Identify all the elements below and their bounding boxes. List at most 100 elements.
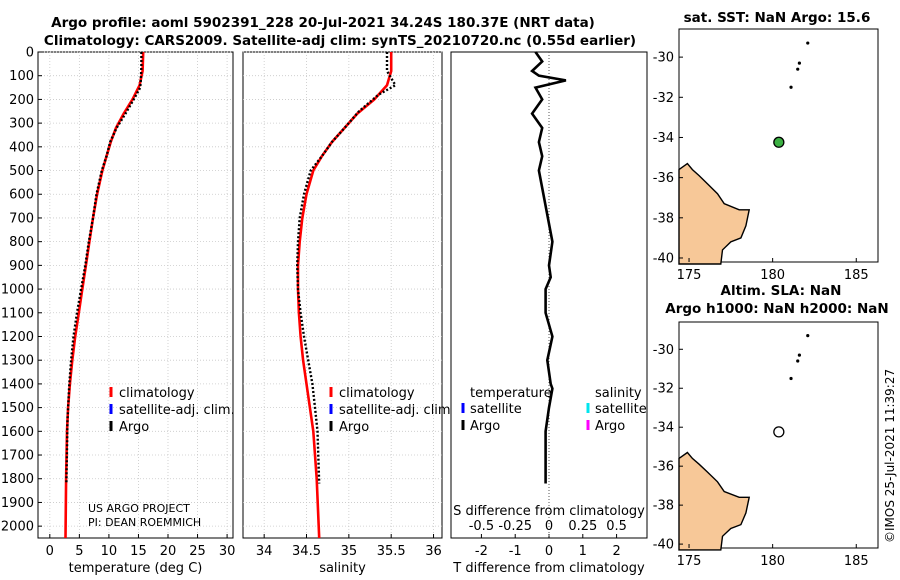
y-tick-label: 1200 — [1, 330, 34, 345]
s-axis-label: S difference from climatology — [453, 504, 645, 519]
land-mass — [678, 451, 751, 551]
x-tick-label: -1 — [509, 544, 522, 559]
title-line-2: Climatology: CARS2009. Satellite-adj cli… — [44, 33, 636, 49]
t-diff-line — [530, 51, 567, 484]
sla-map-title-1: Altim. SLA: NaN — [721, 283, 842, 299]
x-tick-label: 1 — [579, 544, 587, 559]
legend-label: Argo — [595, 419, 625, 434]
land-mass — [678, 162, 751, 265]
y-tick-label: 1000 — [1, 283, 34, 298]
x-tick-label: 2 — [612, 544, 620, 559]
y-tick-label: 500 — [9, 164, 34, 179]
legend-label: Argo — [470, 419, 500, 434]
legend-header-salinity: salinity — [595, 386, 642, 401]
x-tick-label: 34 — [256, 544, 273, 559]
s-tick-label: 0 — [545, 519, 553, 534]
y-tick-label: 900 — [9, 259, 34, 274]
y-tick-label: -30 — [653, 343, 674, 358]
island-marker — [796, 67, 800, 71]
imos-stamp: ©IMOS 25-Jul-2021 11:39:27 — [883, 369, 897, 543]
legend-label: satellite — [595, 402, 647, 417]
legend-label: climatology — [339, 386, 415, 401]
x-axis-label: T difference from climatology — [452, 561, 645, 576]
legend-label: satellite-adj. clim. — [339, 403, 455, 418]
y-tick-label: -34 — [653, 421, 674, 436]
y-tick-label: 1400 — [1, 377, 34, 392]
x-tick-label: 180 — [760, 554, 785, 569]
legend-label: satellite-adj. clim. — [119, 403, 235, 418]
y-tick-label: -40 — [653, 538, 674, 553]
x-tick-label: 20 — [160, 544, 177, 559]
difference-panel: -2 -1 0 1 2 -0.5 -0.25 0 0.25 0.5S difference fro… — [450, 51, 648, 576]
legend-label: satellite — [470, 402, 522, 417]
x-tick-label: 25 — [189, 544, 206, 559]
y-tick-label: -36 — [653, 460, 674, 475]
island-marker — [806, 41, 810, 45]
x-tick-label: 185 — [844, 268, 869, 283]
island-marker — [797, 61, 802, 65]
y-tick-label: 400 — [9, 140, 34, 155]
y-tick-label: 1700 — [1, 449, 34, 464]
y-tick-label: -40 — [653, 251, 674, 266]
y-tick-label: 800 — [9, 235, 34, 250]
island-marker — [789, 85, 793, 89]
sst-map-title: sat. SST: NaN Argo: 15.6 — [684, 10, 871, 26]
x-tick-label: -2 — [475, 544, 488, 559]
temperature-panel: 0100200300400500600700800900100011001200… — [1, 46, 235, 577]
y-tick-label: 0 — [26, 46, 34, 61]
x-tick-label: 35.5 — [377, 544, 406, 559]
x-tick-label: 15 — [130, 544, 147, 559]
y-tick-label: -34 — [653, 131, 674, 146]
x-axis-label: temperature (deg C) — [69, 561, 203, 576]
island-marker — [797, 353, 802, 357]
argo-line — [65, 52, 143, 484]
y-tick-label: 1800 — [1, 472, 34, 487]
y-tick-label: -36 — [653, 171, 674, 186]
y-tick-label: 1600 — [1, 425, 34, 440]
profile-location-marker — [773, 136, 785, 148]
y-tick-label: 200 — [9, 93, 34, 108]
y-tick-label: -38 — [653, 211, 674, 226]
y-tick-label: 1900 — [1, 496, 34, 511]
pi-label: PI: DEAN ROEMMICH — [88, 516, 201, 529]
x-tick-label: 34.5 — [292, 544, 321, 559]
y-tick-label: -32 — [653, 382, 674, 397]
plot-area — [37, 51, 234, 539]
y-tick-label: 300 — [9, 117, 34, 132]
x-tick-label: 0 — [545, 544, 553, 559]
x-tick-label: 175 — [677, 268, 702, 283]
x-axis-label: salinity — [319, 561, 366, 576]
x-tick-label: 180 — [760, 268, 785, 283]
x-tick-label: 0 — [46, 544, 54, 559]
climatology-line — [64, 51, 145, 539]
profile-location-marker — [773, 426, 785, 438]
x-tick-label: 36 — [425, 544, 442, 559]
title-line-1: Argo profile: aoml 5902391_228 20-Jul-20… — [51, 15, 595, 31]
x-tick-label: 10 — [101, 544, 118, 559]
y-tick-label: 1300 — [1, 354, 34, 369]
project-label: US ARGO PROJECT — [88, 502, 190, 515]
s-tick-label: -0.25 — [498, 519, 532, 534]
s-tick-label: -0.5 — [469, 519, 494, 534]
x-tick-label: 30 — [219, 544, 236, 559]
y-tick-label: 600 — [9, 188, 34, 203]
legend-label: Argo — [119, 420, 149, 435]
y-tick-label: -32 — [653, 91, 674, 106]
sla-map-title-2: Argo h1000: NaN h2000: NaN — [665, 301, 888, 317]
island-marker — [796, 359, 800, 363]
island-marker — [789, 376, 793, 381]
argo-line — [295, 52, 398, 484]
x-tick-label: 185 — [844, 554, 869, 569]
y-tick-label: 1500 — [1, 401, 34, 416]
legend-label: climatology — [119, 386, 195, 401]
legend-label: Argo — [339, 420, 369, 435]
y-tick-label: 100 — [9, 69, 34, 84]
island-marker — [806, 334, 810, 338]
y-tick-label: 700 — [9, 211, 34, 226]
salinity-panel: 34 34.5 35 35.5 36 salinity climatology satelli… — [242, 51, 455, 576]
plot-area — [242, 51, 443, 539]
x-tick-label: 35 — [341, 544, 358, 559]
